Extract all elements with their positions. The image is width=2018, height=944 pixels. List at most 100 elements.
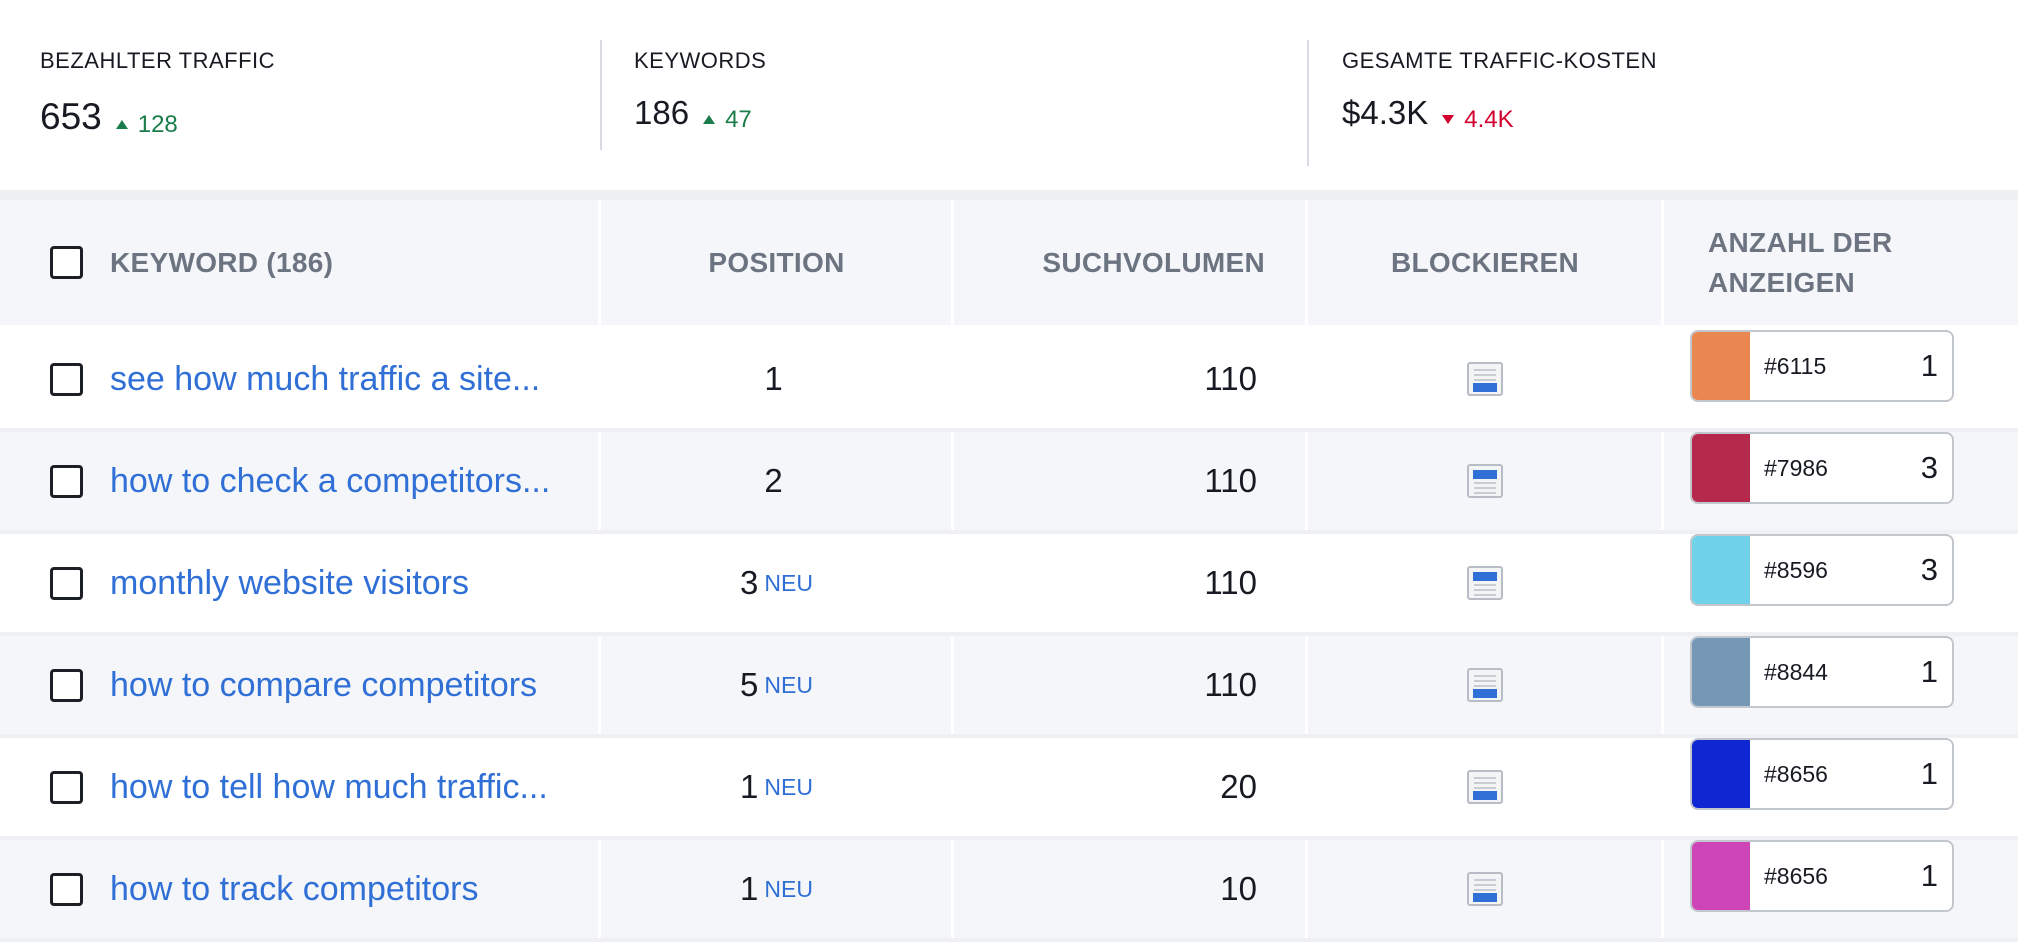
ad-color-swatch — [1692, 638, 1750, 706]
row-checkbox[interactable] — [50, 872, 83, 906]
block-preview-icon[interactable] — [1467, 872, 1503, 906]
metric-label: KEYWORDS — [634, 48, 767, 73]
block-highlight — [1473, 383, 1497, 392]
block-line — [1474, 379, 1496, 381]
row-divider — [0, 938, 2018, 942]
header-keyword[interactable]: KEYWORD (186) — [0, 200, 600, 325]
volume-value: 110 — [1204, 360, 1257, 397]
volume-cell: 110 — [953, 330, 1307, 428]
block-cell — [1307, 840, 1663, 938]
table-row: how to compare competitors 5 NEU 110 #88… — [0, 636, 2018, 738]
position-value: 1 — [764, 360, 783, 397]
block-line — [1474, 369, 1496, 371]
block-cell — [1307, 534, 1663, 632]
block-preview-icon[interactable] — [1467, 770, 1503, 804]
block-line — [1474, 482, 1496, 484]
header-keyword-label: KEYWORD (186) — [110, 246, 334, 278]
metric-value: 186 — [634, 94, 690, 131]
position-cell: 3 NEU — [600, 534, 953, 632]
column-separator — [951, 840, 954, 938]
row-divider — [0, 428, 2018, 432]
position-value: 2 — [764, 462, 783, 499]
block-line — [1474, 594, 1496, 596]
ad-code: #7986 — [1764, 454, 1828, 481]
column-separator — [951, 636, 954, 734]
ad-count-chip[interactable]: #8656 1 — [1690, 738, 1954, 810]
column-separator — [1305, 738, 1308, 836]
position-value: 5 — [740, 666, 759, 703]
ad-code: #8656 — [1764, 760, 1828, 787]
position-cell: 1 NEU — [600, 738, 953, 836]
header-volume[interactable]: SUCHVOLUMEN — [953, 200, 1307, 325]
block-highlight — [1473, 689, 1497, 698]
ad-code: #8656 — [1764, 862, 1828, 889]
block-preview-icon[interactable] — [1467, 464, 1503, 498]
block-line — [1474, 584, 1496, 586]
header-position[interactable]: POSITION — [600, 200, 953, 325]
select-all-checkbox[interactable] — [50, 246, 83, 279]
block-line — [1474, 777, 1496, 779]
row-checkbox[interactable] — [50, 668, 83, 702]
column-separator — [1305, 432, 1308, 530]
table-row: how to check a competitors... 2 110 #798… — [0, 432, 2018, 534]
keyword-link[interactable]: how to track competitors — [110, 869, 479, 908]
row-checkbox[interactable] — [50, 566, 83, 600]
keyword-cell: how to check a competitors... — [0, 432, 600, 530]
position-value: 1 — [740, 870, 759, 907]
ad-color-swatch — [1692, 332, 1750, 400]
ad-color-swatch — [1692, 536, 1750, 604]
keyword-link[interactable]: monthly website visitors — [110, 563, 470, 602]
block-preview-icon[interactable] — [1467, 362, 1503, 396]
block-cell — [1307, 738, 1663, 836]
row-checkbox[interactable] — [50, 770, 83, 804]
metric-label: GESAMTE TRAFFIC-KOSTEN — [1342, 48, 1657, 73]
block-highlight — [1473, 893, 1497, 902]
header-ads[interactable]: ANZAHL DER ANZEIGEN — [1663, 200, 2018, 325]
block-cell — [1307, 330, 1663, 428]
section-gap — [0, 190, 2018, 200]
keyword-link[interactable]: how to tell how much traffic... — [110, 767, 548, 806]
ad-count-chip[interactable]: #6115 1 — [1690, 330, 1954, 402]
column-separator — [598, 534, 601, 632]
row-divider — [0, 836, 2018, 840]
column-separator — [598, 330, 601, 428]
block-highlight — [1473, 791, 1497, 800]
column-separator — [598, 636, 601, 734]
header-block[interactable]: BLOCKIEREN — [1307, 200, 1663, 325]
column-separator — [1661, 432, 1664, 530]
keyword-link[interactable]: how to compare competitors — [110, 665, 538, 704]
row-checkbox[interactable] — [50, 464, 83, 498]
block-cell — [1307, 432, 1663, 530]
position-value: 3 — [740, 564, 759, 601]
column-separator — [951, 200, 954, 325]
column-separator — [1305, 534, 1308, 632]
keyword-link[interactable]: see how much traffic a site... — [110, 359, 541, 398]
block-line — [1474, 685, 1496, 687]
metric-paid-traffic: BEZAHLTER TRAFFIC 653 128 — [40, 48, 275, 139]
column-separator — [951, 534, 954, 632]
table-row: how to tell how much traffic... 1 NEU 20… — [0, 738, 2018, 840]
ad-count-chip[interactable]: #8844 1 — [1690, 636, 1954, 708]
keyword-link[interactable]: how to check a competitors... — [110, 461, 551, 500]
ad-count-chip[interactable]: #7986 3 — [1690, 432, 1954, 504]
block-line — [1474, 680, 1496, 682]
keyword-cell: how to track competitors — [0, 840, 600, 938]
ad-count: 3 — [1920, 450, 1938, 485]
column-separator — [1661, 534, 1664, 632]
block-line — [1474, 787, 1496, 789]
ad-count-chip[interactable]: #8656 1 — [1690, 840, 1954, 912]
column-separator — [951, 738, 954, 836]
ad-count: 3 — [1920, 552, 1938, 587]
ad-count-chip[interactable]: #8596 3 — [1690, 534, 1954, 606]
block-preview-icon[interactable] — [1467, 566, 1503, 600]
row-checkbox[interactable] — [50, 362, 83, 396]
metric-delta: 4.4K — [1442, 106, 1514, 134]
ad-count: 1 — [1920, 654, 1938, 689]
new-badge: NEU — [764, 773, 813, 800]
block-preview-icon[interactable] — [1467, 668, 1503, 702]
volume-cell: 10 — [953, 840, 1307, 938]
volume-cell: 110 — [953, 432, 1307, 530]
ad-count: 1 — [1920, 858, 1938, 893]
column-separator — [1661, 738, 1664, 836]
column-separator — [1661, 840, 1664, 938]
